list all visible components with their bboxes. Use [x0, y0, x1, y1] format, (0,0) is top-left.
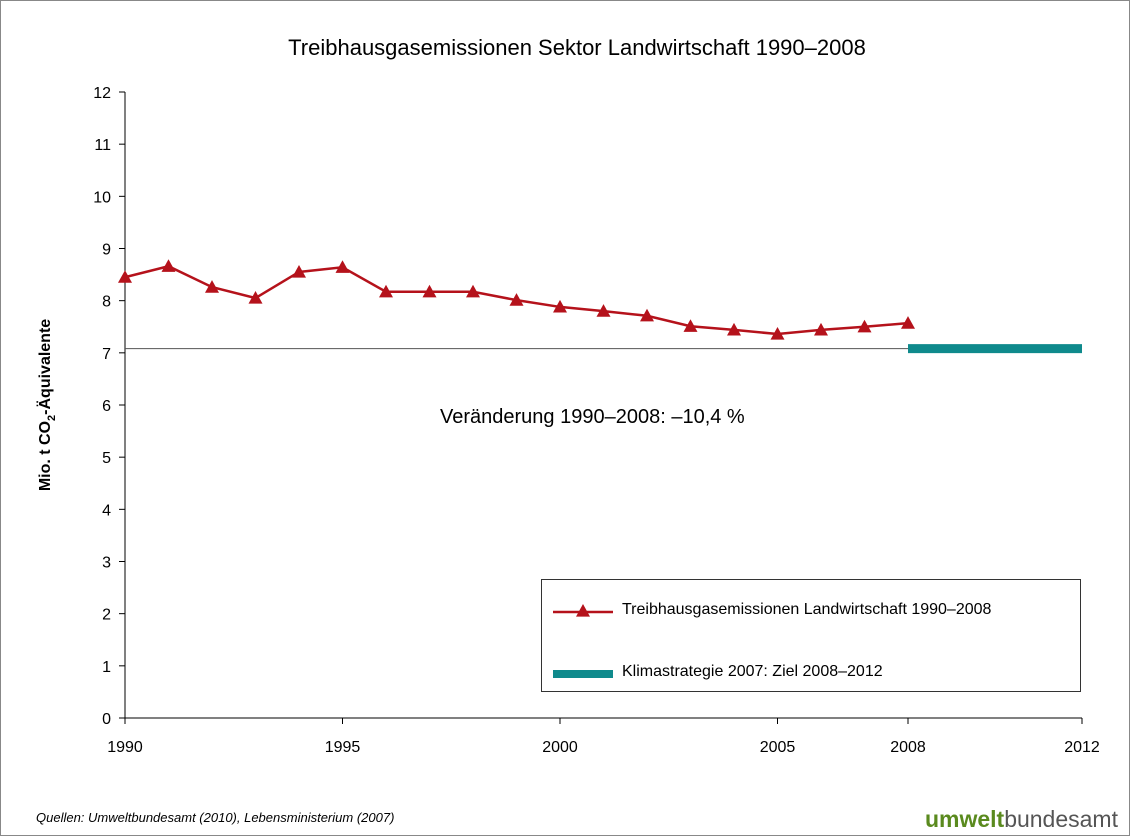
marker — [248, 291, 263, 304]
annotation: Veränderung 1990–2008: –10,4 % — [440, 406, 745, 428]
marker — [466, 284, 480, 298]
marker — [596, 304, 611, 317]
legend-marker — [576, 604, 590, 617]
x-tick-label: 1990 — [107, 739, 143, 756]
y-label-part: -Äquivalente — [36, 319, 54, 415]
marker — [205, 280, 219, 293]
x-tick-label: 2005 — [760, 739, 796, 756]
y-tick-label: 8 — [102, 294, 111, 311]
y-tick-label: 12 — [93, 85, 111, 102]
marker — [683, 319, 698, 332]
y-axis-label: Mio. t CO2-Äquivalente — [36, 319, 58, 491]
marker — [857, 319, 872, 333]
legend-label: Treibhausgasemissionen Landwirtschaft 19… — [622, 601, 992, 618]
marker — [509, 293, 524, 306]
logo-part: bundesamt — [1004, 806, 1118, 832]
y-tick-label: 5 — [102, 450, 111, 467]
marker — [335, 260, 350, 273]
marker — [727, 322, 741, 336]
y-tick-label: 1 — [102, 659, 111, 676]
x-tick-label: 2008 — [890, 739, 926, 756]
y-tick-label: 0 — [102, 711, 111, 728]
y-tick-label: 4 — [102, 502, 111, 519]
logo: umweltbundesamt — [925, 806, 1119, 832]
marker — [553, 299, 567, 313]
chart-title: Treibhausgasemissionen Sektor Landwirtsc… — [288, 35, 866, 60]
source: Quellen: Umweltbundesamt (2010), Lebensm… — [36, 810, 394, 825]
y-tick-label: 7 — [102, 346, 111, 363]
y-tick-label: 2 — [102, 607, 111, 624]
marker — [379, 284, 393, 298]
y-tick-label: 3 — [102, 555, 111, 572]
marker — [161, 259, 176, 272]
marker — [422, 284, 437, 298]
legend-swatch — [553, 670, 613, 678]
marker — [901, 316, 915, 329]
marker — [814, 322, 828, 336]
marker — [118, 270, 132, 283]
x-tick-label: 2012 — [1064, 739, 1100, 756]
y-tick-label: 6 — [102, 398, 111, 415]
marker — [292, 264, 306, 278]
legend: Treibhausgasemissionen Landwirtschaft 19… — [541, 579, 1081, 692]
y-tick-label: 10 — [93, 189, 111, 206]
y-tick-label: 11 — [94, 137, 111, 154]
y-label-sub: 2 — [46, 415, 58, 421]
x-tick-label: 1995 — [325, 739, 361, 756]
legend-label: Klimastrategie 2007: Ziel 2008–2012 — [622, 663, 883, 680]
logo-part: umwelt — [925, 806, 1005, 832]
marker — [640, 308, 654, 322]
marker — [770, 327, 785, 340]
y-tick-label: 9 — [102, 242, 111, 259]
x-tick-label: 2000 — [542, 739, 578, 756]
legend-swatch — [553, 604, 613, 617]
y-label-part: Mio. t CO — [37, 421, 54, 491]
